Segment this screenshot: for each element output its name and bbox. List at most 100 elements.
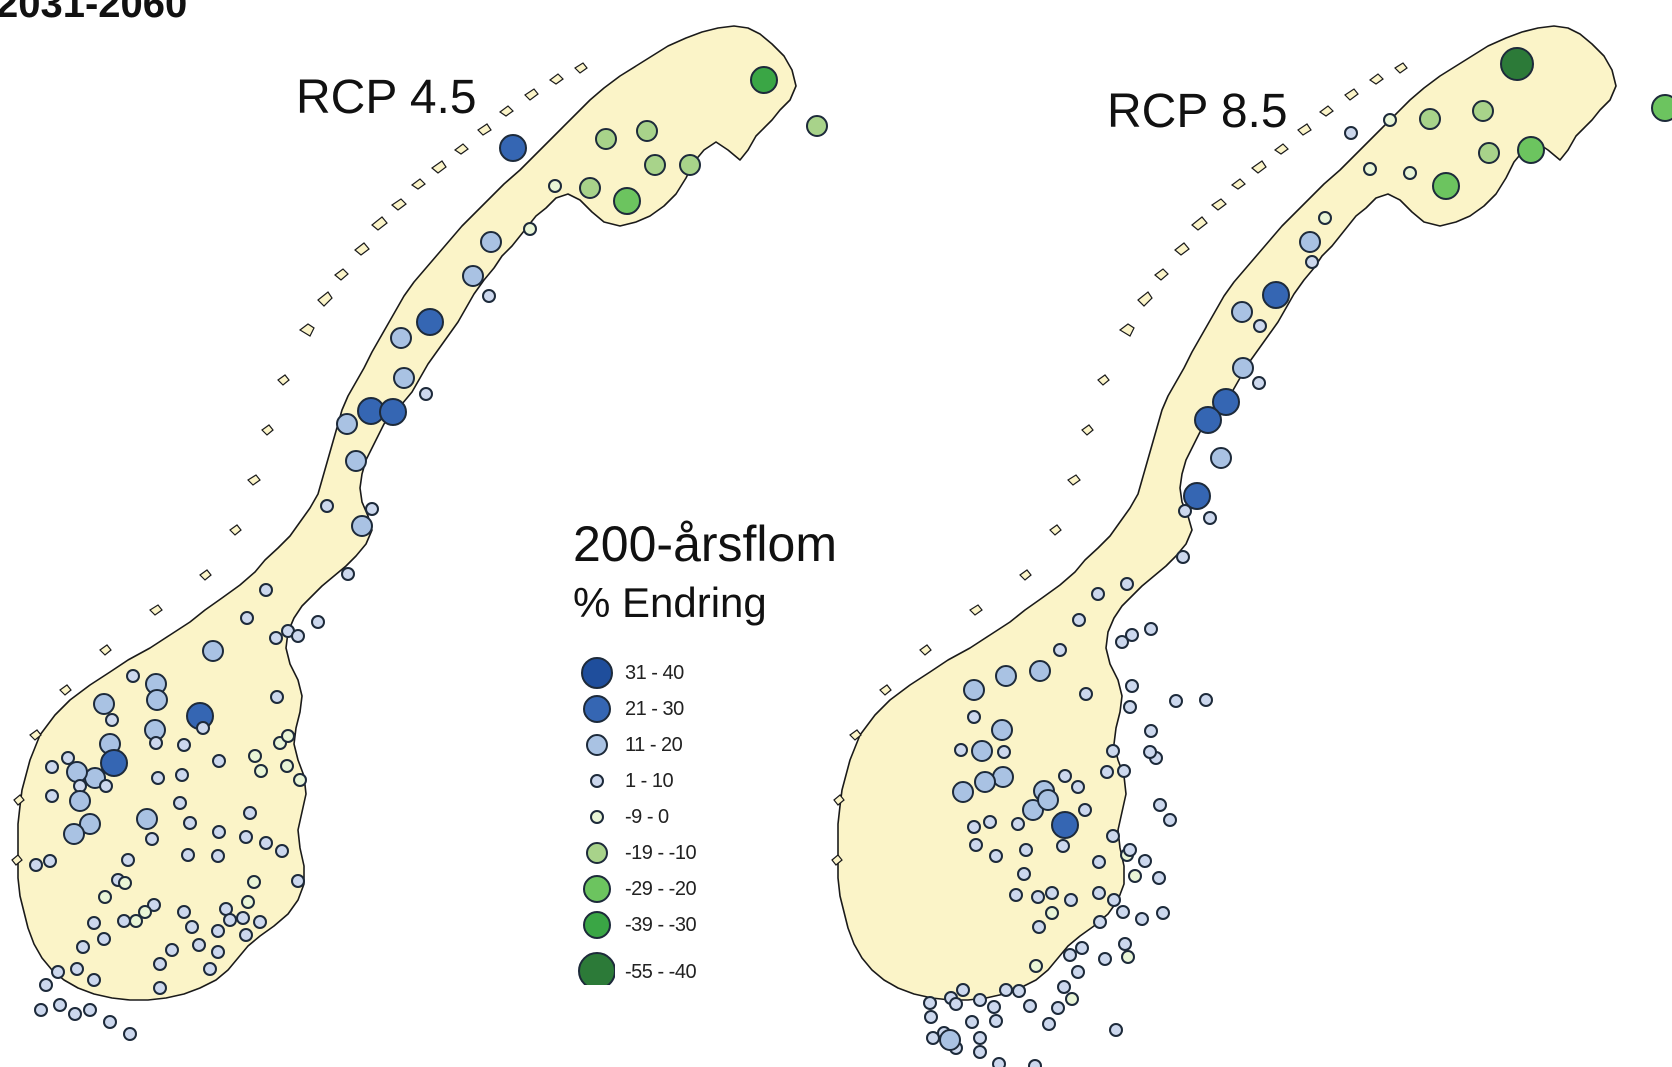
station-marker: [1037, 789, 1059, 811]
island: [1394, 62, 1408, 74]
station-marker: [126, 669, 140, 683]
island: [969, 604, 983, 616]
station-marker: [1032, 920, 1046, 934]
island: [29, 729, 42, 741]
station-marker: [636, 120, 658, 142]
station-marker: [1072, 613, 1086, 627]
station-marker: [1079, 687, 1093, 701]
station-marker: [1100, 765, 1114, 779]
station-marker: [153, 981, 167, 995]
station-marker: [480, 231, 502, 253]
station-marker: [926, 1031, 940, 1045]
station-marker: [416, 308, 444, 336]
station-marker: [254, 764, 268, 778]
station-marker: [1363, 162, 1377, 176]
station-marker: [100, 749, 128, 777]
station-marker: [68, 1007, 82, 1021]
station-marker: [1210, 447, 1232, 469]
station-marker: [351, 515, 373, 537]
station-marker: [1305, 255, 1319, 269]
legend-marker: [590, 774, 604, 788]
station-marker: [243, 806, 257, 820]
island: [477, 123, 492, 136]
station-marker: [269, 631, 283, 645]
station-marker: [151, 771, 165, 785]
island: [1318, 105, 1334, 117]
island: [298, 323, 315, 337]
station-marker: [1029, 959, 1043, 973]
station-marker: [1651, 94, 1672, 122]
station-marker: [499, 134, 527, 162]
station-marker: [1075, 941, 1089, 955]
station-marker: [1022, 799, 1044, 821]
station-marker: [1419, 108, 1441, 130]
station-marker: [992, 1057, 1006, 1067]
station-marker: [79, 813, 101, 835]
station-marker: [1135, 912, 1149, 926]
station-marker: [181, 848, 195, 862]
island: [833, 794, 845, 806]
legend-symbol: [583, 695, 611, 723]
station-marker: [1051, 811, 1079, 839]
station-marker: [987, 1000, 1001, 1014]
station-marker: [259, 836, 273, 850]
station-marker: [974, 771, 996, 793]
station-marker: [247, 875, 261, 889]
station-marker: [679, 154, 701, 176]
legend-symbol: [586, 734, 608, 756]
station-marker: [1231, 301, 1253, 323]
station-marker: [53, 998, 67, 1012]
land-norway: [837, 25, 1617, 1001]
station-marker: [253, 915, 267, 929]
legend-marker: [583, 875, 611, 903]
station-marker: [969, 838, 983, 852]
island: [498, 105, 514, 117]
station-marker: [211, 945, 225, 959]
station-marker: [248, 749, 262, 763]
station-marker: [1098, 952, 1112, 966]
station-marker: [644, 154, 666, 176]
legend-label: -29 - -20: [625, 878, 697, 900]
station-marker: [952, 781, 974, 803]
legend-label: 31 - 40: [625, 662, 684, 684]
station-marker: [87, 916, 101, 930]
station-marker: [1517, 136, 1545, 164]
station-marker: [1500, 47, 1534, 81]
legend-symbol: [590, 810, 604, 824]
station-marker: [1253, 319, 1267, 333]
station-marker: [1472, 100, 1494, 122]
station-marker: [177, 738, 191, 752]
station-marker: [973, 1031, 987, 1045]
station-marker: [1152, 871, 1166, 885]
legend-marker: [583, 911, 611, 939]
station-marker: [989, 849, 1003, 863]
station-marker: [45, 789, 59, 803]
island: [1273, 143, 1289, 155]
station-marker: [997, 745, 1011, 759]
station-marker: [173, 796, 187, 810]
station-marker: [1123, 700, 1137, 714]
island: [371, 216, 388, 231]
station-marker: [196, 721, 210, 735]
station-marker: [973, 993, 987, 1007]
station-marker: [1109, 1023, 1123, 1037]
station-marker: [1051, 1001, 1065, 1015]
station-marker: [270, 690, 284, 704]
station-marker: [1019, 843, 1033, 857]
station-marker: [34, 1003, 48, 1017]
legend-item: 21 - 30: [575, 691, 735, 727]
legend-item: 31 - 40: [575, 655, 735, 691]
station-marker: [1057, 980, 1071, 994]
island: [390, 198, 407, 211]
map-rcp85: [831, 25, 1672, 1067]
station-marker: [1212, 388, 1240, 416]
station-marker: [1045, 906, 1059, 920]
station-marker: [239, 830, 253, 844]
legend-symbol: [578, 952, 615, 985]
island: [261, 424, 274, 436]
legend-marker: [590, 810, 604, 824]
station-marker: [202, 640, 224, 662]
legend-item: -39 - -30: [575, 907, 735, 943]
island: [1210, 198, 1227, 211]
island: [1368, 73, 1384, 85]
